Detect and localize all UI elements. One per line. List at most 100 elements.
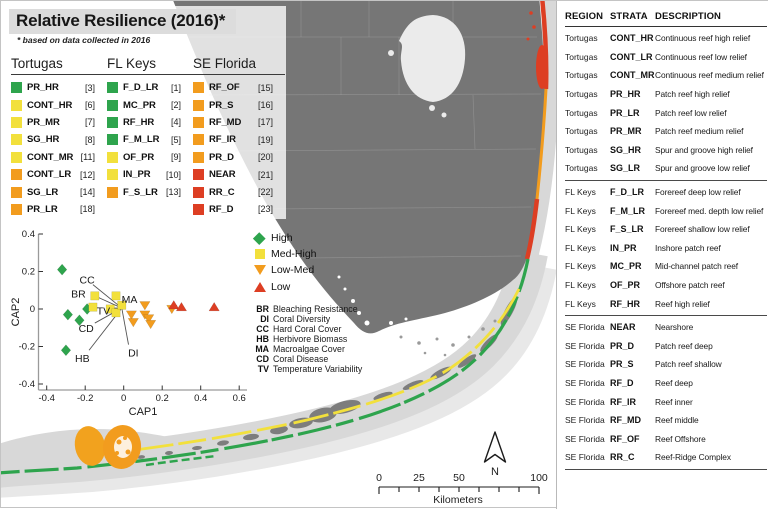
legend-row-high: High	[252, 230, 317, 246]
indicator-abbr: BR	[243, 304, 269, 314]
strata-legend-item: CONT_LR[12]	[11, 166, 107, 183]
stratum-rank: [18]	[80, 204, 95, 214]
stratum-rank: [7]	[85, 117, 95, 127]
strata-legend-columns: PR_HR[3]CONT_HR[6]PR_MR[7]SG_HR[8]CONT_M…	[11, 75, 285, 218]
region-cell: Tortugas	[565, 163, 610, 173]
x-tick-label: 0.4	[194, 393, 207, 404]
data-point	[112, 292, 120, 300]
indicator-label: Herbivore Biomass	[273, 334, 347, 344]
description-cell: Continuous reef medium relief	[655, 70, 767, 80]
legend-label: Low	[271, 281, 290, 293]
table-group-separator	[565, 180, 767, 181]
stratum-rank: [2]	[171, 100, 181, 110]
stratum-rank: [1]	[171, 83, 181, 93]
scale-label-0: 0	[376, 472, 382, 484]
stratum-rank: [13]	[166, 187, 181, 197]
indicator-abbr: CD	[243, 354, 269, 364]
y-tick-label: 0.2	[22, 267, 35, 278]
indicator-abbr: MA	[243, 344, 269, 354]
table-header-strata: STRATA	[610, 11, 655, 22]
color-swatch	[11, 204, 22, 215]
strata-cell: RR_C	[610, 452, 655, 462]
strata-cell: CONT_MR	[610, 70, 655, 80]
table-bottom-rule	[565, 469, 767, 470]
color-swatch	[107, 134, 118, 145]
stratum-rank: [14]	[80, 187, 95, 197]
stratum-rank: [12]	[80, 170, 95, 180]
description-cell: Patch reef deep	[655, 341, 767, 351]
stratum-rank: [5]	[171, 135, 181, 145]
stratum-rank: [23]	[258, 204, 273, 214]
strata-cell: PR_HR	[610, 89, 655, 99]
region-cell: FL Keys	[565, 187, 610, 197]
description-cell: Reef middle	[655, 415, 767, 425]
stratum-code: RR_C	[209, 187, 234, 198]
strata-cell: PR_MR	[610, 126, 655, 136]
color-swatch	[11, 152, 22, 163]
color-swatch	[107, 152, 118, 163]
color-swatch	[107, 100, 118, 111]
region-cell: Tortugas	[565, 52, 610, 62]
legend-row-low: Low	[252, 279, 317, 295]
table-header-region: REGION	[565, 11, 610, 22]
vector-label-cc: CC	[80, 274, 96, 286]
x-tick-label: -0.4	[39, 393, 55, 404]
stratum-rank: [20]	[258, 152, 273, 162]
strata-legend-item: PR_MR[7]	[11, 114, 107, 131]
data-point	[112, 309, 120, 317]
strata-legend-item: F_S_LR[13]	[107, 183, 193, 200]
stratum-rank: [3]	[85, 83, 95, 93]
strata-legend-item: RF_HR[4]	[107, 114, 193, 131]
strata-cell: PR_LR	[610, 108, 655, 118]
description-cell: Patch reef high relief	[655, 89, 767, 99]
indicator-abbr: DI	[243, 314, 269, 324]
stratum-code: NEAR	[209, 169, 236, 180]
x-tick-label: 0.2	[156, 393, 169, 404]
legend-row-low-med: Low-Med	[252, 262, 317, 278]
scale-label-50: 50	[453, 472, 465, 484]
color-swatch	[107, 169, 118, 180]
vector-label-hb: HB	[75, 353, 90, 365]
strata-legend-item: CONT_HR[6]	[11, 96, 107, 113]
color-swatch	[193, 134, 204, 145]
vector-label-tv: TV	[97, 305, 110, 317]
stratum-code: PR_D	[209, 152, 234, 163]
stratum-rank: [15]	[258, 83, 273, 93]
strata-cell: NEAR	[610, 322, 655, 332]
stratum-code: RF_OF	[209, 82, 240, 93]
strata-legend-item: RF_IR[19]	[193, 131, 285, 148]
vector-label-ma: MA	[122, 294, 138, 306]
vector-line-di	[122, 308, 129, 345]
region-cell: SE Florida	[565, 397, 610, 407]
legend-row-med-high: Med-High	[252, 246, 317, 262]
strata-legend-item: OF_PR[9]	[107, 149, 193, 166]
strata-cell: F_D_LR	[610, 187, 655, 197]
strata-cell: CONT_LR	[610, 52, 655, 62]
strata-cell: RF_D	[610, 378, 655, 388]
stratum-rank: [17]	[258, 117, 273, 127]
stratum-code: SG_LR	[27, 187, 58, 198]
data-point	[128, 318, 138, 327]
legend-label: High	[271, 232, 293, 244]
stratum-code: MC_PR	[123, 100, 156, 111]
indicator-abbr: HB	[243, 334, 269, 344]
stratum-code: F_D_LR	[123, 82, 158, 93]
color-swatch	[193, 187, 204, 198]
north-label: N	[491, 466, 499, 478]
indicator-label: Temperature Variability	[273, 364, 362, 374]
region-cell: Tortugas	[565, 126, 610, 136]
